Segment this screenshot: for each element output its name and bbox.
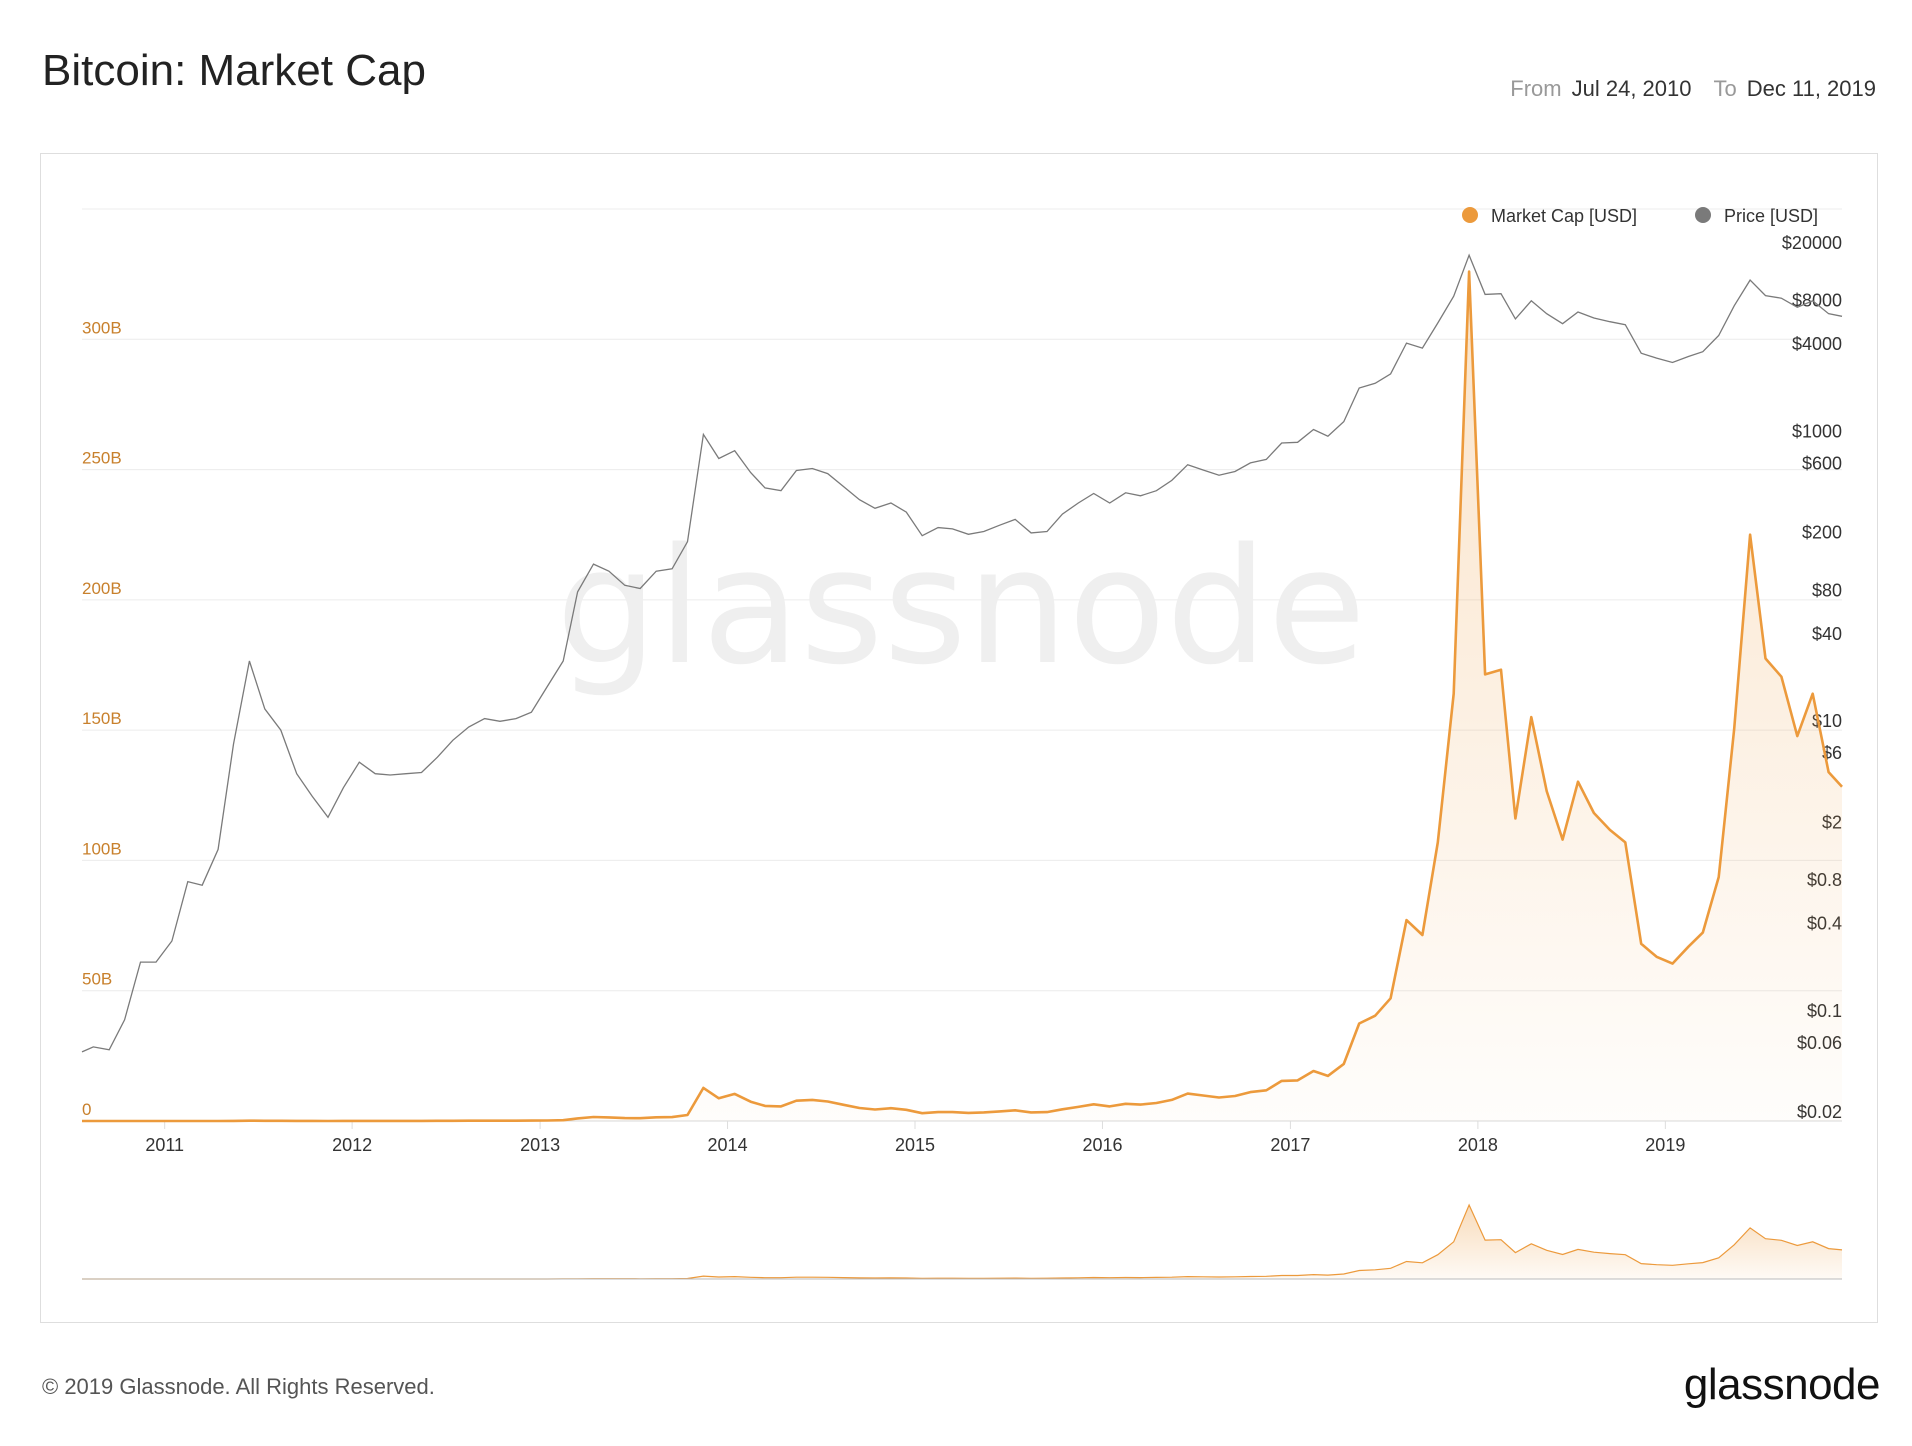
series-layer [81, 253, 1843, 1123]
to-label: To [1713, 76, 1737, 101]
right-tick-label: $40 [1812, 624, 1842, 644]
x-tick-label: 2012 [332, 1135, 372, 1155]
x-tick-label: 2015 [895, 1135, 935, 1155]
page-title: Bitcoin: Market Cap [42, 46, 426, 95]
market-cap-line [82, 270, 1843, 1123]
left-axis: 0 50B 100B 150B 200B 250B 300B [82, 318, 122, 1119]
copyright: © 2019 Glassnode. All Rights Reserved. [42, 1374, 435, 1399]
left-tick-label: 150B [82, 709, 122, 728]
x-tick-label: 2018 [1458, 1135, 1498, 1155]
x-tick-label: 2019 [1645, 1135, 1685, 1155]
x-tick-label: 2017 [1270, 1135, 1310, 1155]
legend-price[interactable]: Price [USD] [1724, 206, 1818, 226]
x-tick-label: 2014 [708, 1135, 748, 1155]
gridlines [82, 208, 1842, 1122]
left-tick-label: 250B [82, 449, 122, 468]
chart-container: glassnode 0 50B 100B 150B 200B 250B 300B $2000… [40, 153, 1878, 1323]
price-line [81, 253, 1843, 1053]
legend-market-cap[interactable]: Market Cap [USD] [1491, 206, 1637, 226]
x-axis: 2011 2012 2013 2014 2015 2016 2017 2018 2019 [145, 1121, 1685, 1155]
left-tick-label: 0 [82, 1100, 91, 1119]
x-tick-label: 2011 [145, 1135, 184, 1155]
right-tick-label: $4000 [1792, 334, 1842, 354]
right-tick-label: $80 [1812, 580, 1842, 600]
legend-market-cap-marker [1462, 207, 1478, 223]
left-tick-label: 50B [82, 970, 112, 989]
from-label: From [1510, 76, 1562, 101]
glassnode-logo[interactable]: glassnode [1683, 1360, 1881, 1409]
legend: Market Cap [USD] Price [USD] [1462, 206, 1818, 226]
market-cap-area [82, 271, 1842, 1121]
right-tick-label: $600 [1802, 454, 1842, 474]
right-tick-label: $1000 [1792, 421, 1842, 441]
date-range: From Jul 24, 2010 To Dec 11, 2019 [1510, 76, 1876, 102]
to-date[interactable]: Dec 11, 2019 [1746, 76, 1876, 101]
left-tick-label: 100B [82, 839, 122, 858]
left-tick-label: 300B [82, 318, 122, 337]
left-tick-label: 200B [82, 579, 122, 598]
navigator-area [82, 1205, 1842, 1279]
x-tick-label: 2016 [1082, 1135, 1122, 1155]
watermark: glassnode [556, 513, 1366, 700]
legend-price-marker [1695, 207, 1711, 223]
x-tick-label: 2013 [520, 1135, 560, 1155]
navigator[interactable] [82, 1203, 1843, 1280]
from-date[interactable]: Jul 24, 2010 [1571, 76, 1692, 101]
right-tick-label: $8000 [1792, 291, 1842, 311]
right-tick-label: $20000 [1782, 233, 1842, 253]
right-tick-label: $200 [1802, 523, 1842, 543]
